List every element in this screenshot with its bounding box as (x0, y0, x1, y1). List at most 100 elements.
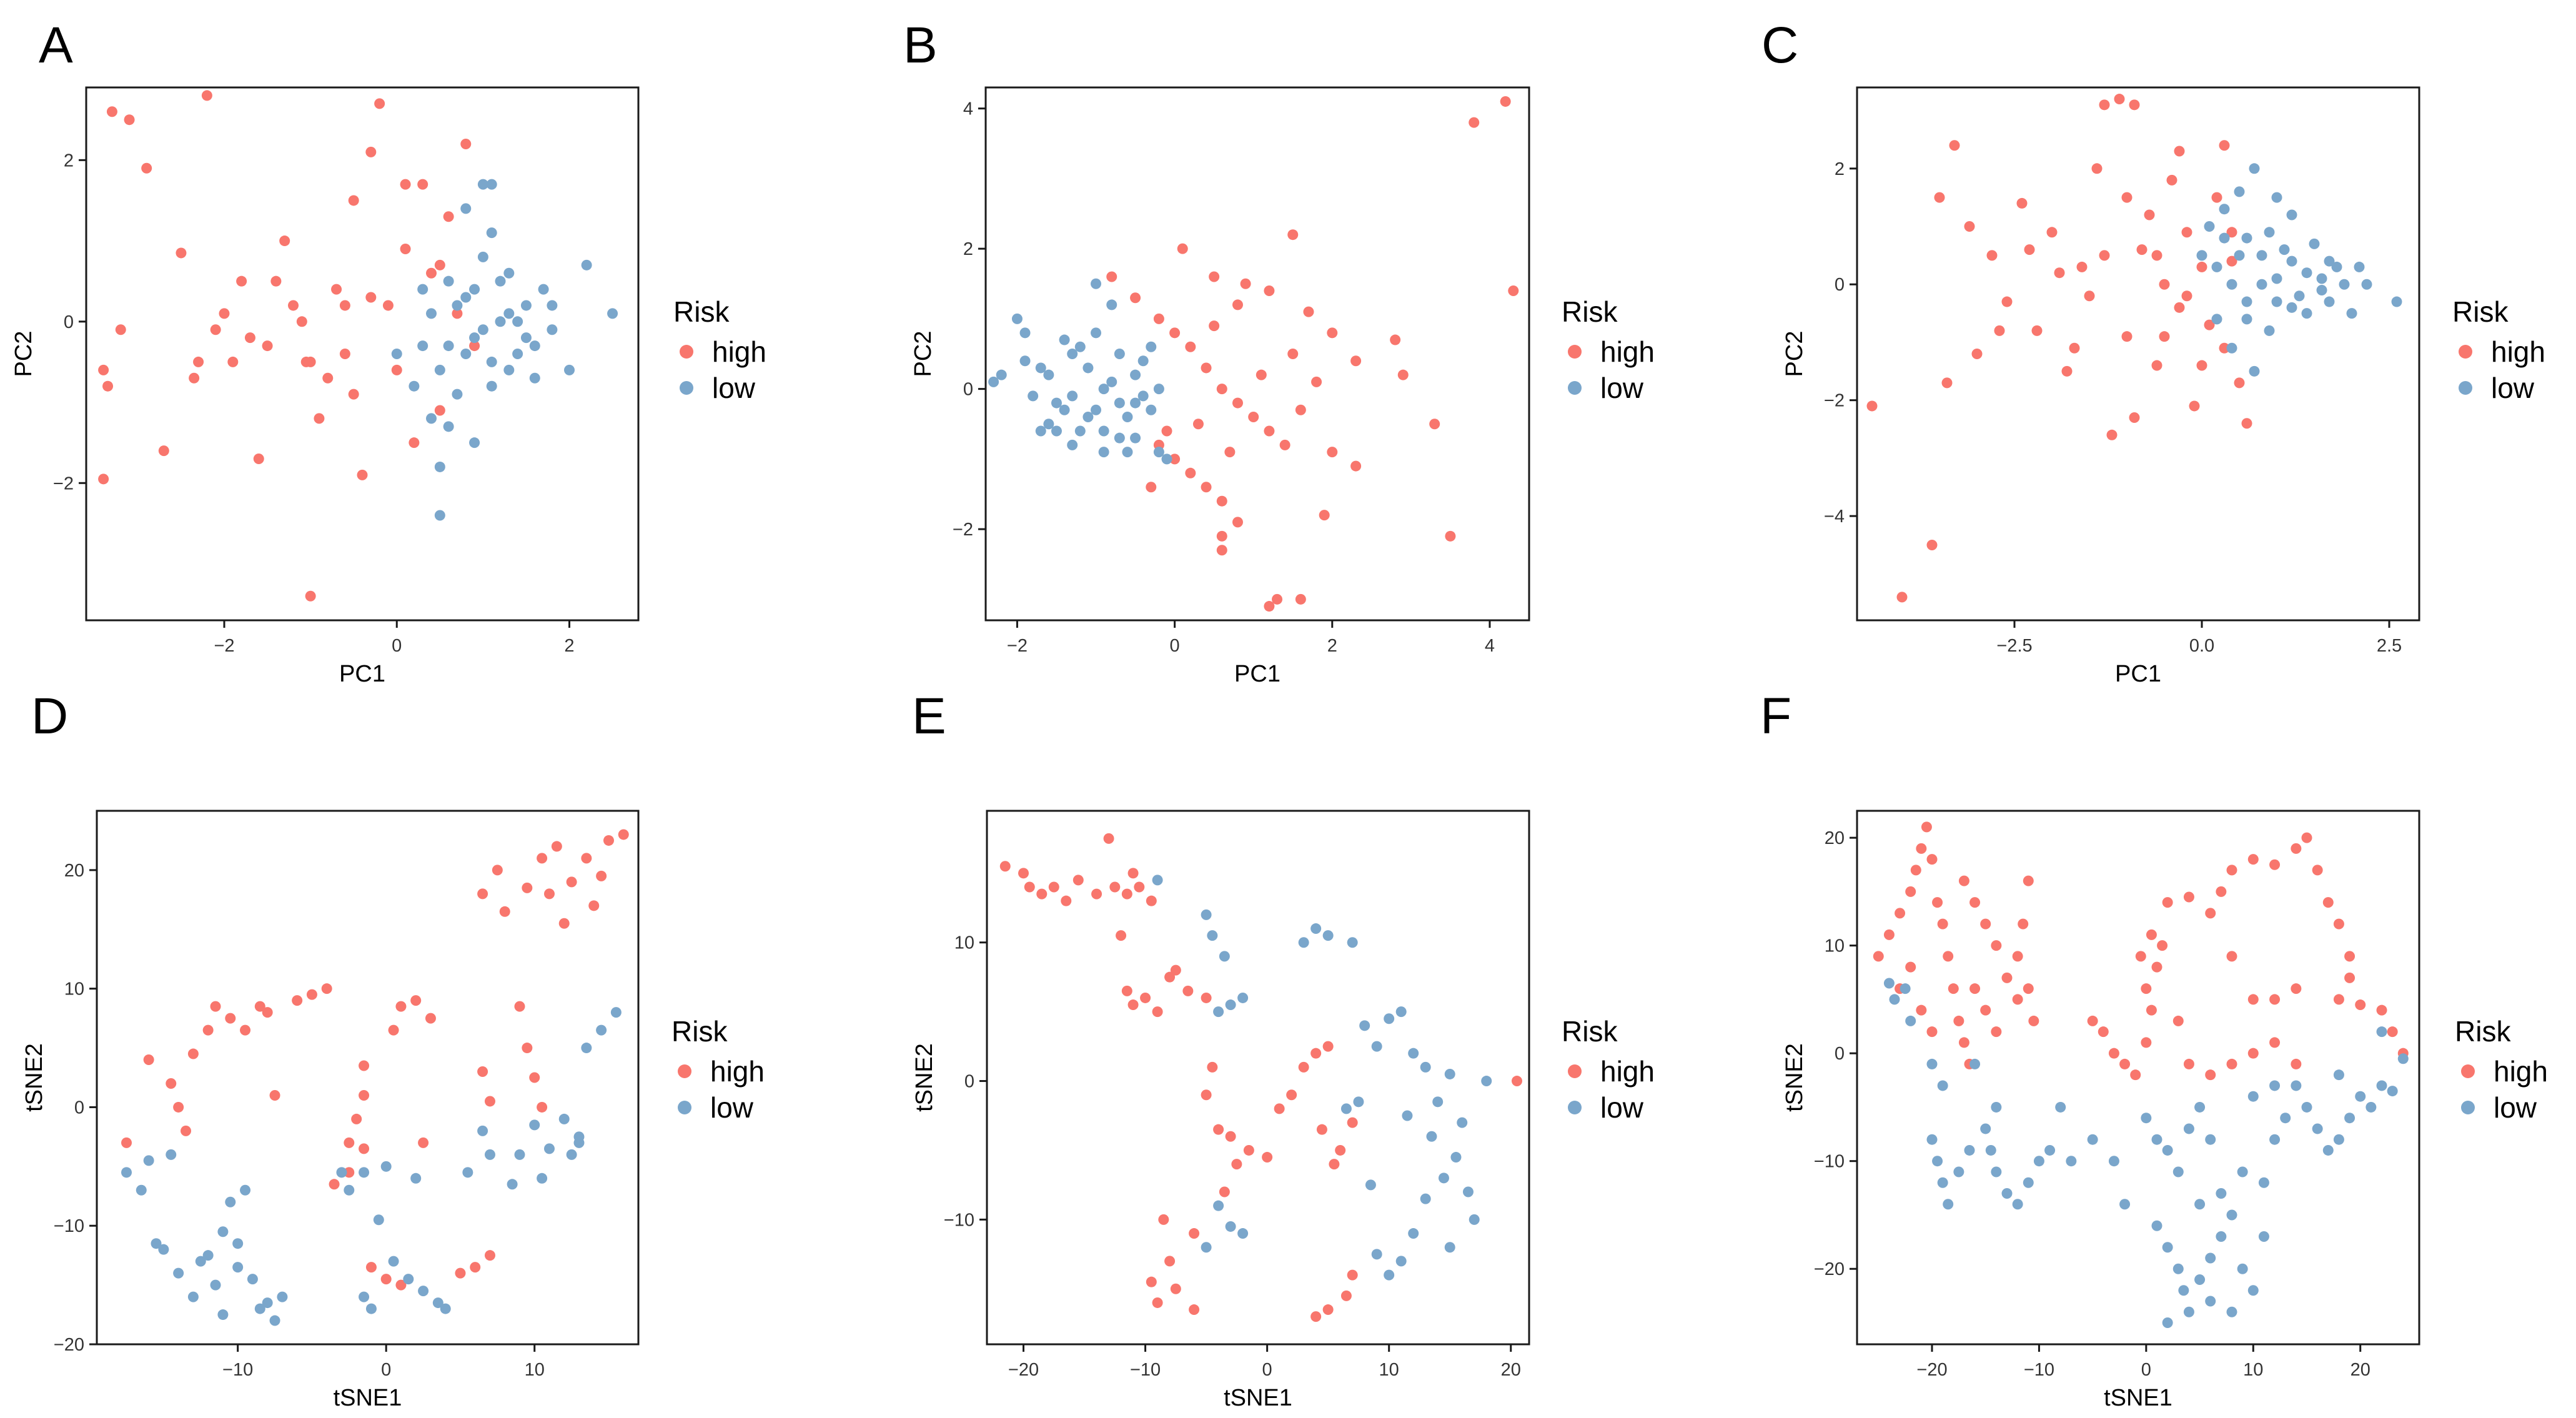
point-low (1481, 1076, 1492, 1087)
point-high (1219, 1186, 1230, 1197)
point-high (434, 405, 445, 416)
point-low (558, 1113, 570, 1124)
point-high (1146, 895, 1157, 906)
point-low (1900, 983, 1911, 994)
point-low (443, 421, 454, 432)
point-low (2346, 308, 2357, 319)
point-high (240, 1024, 251, 1036)
point-high (2166, 174, 2177, 186)
point-high (365, 1262, 377, 1273)
panel-letter-b: B (903, 17, 938, 74)
point-high (2181, 227, 2192, 238)
point-high (365, 292, 377, 303)
legend-item-high: high (1562, 334, 1655, 370)
point-high (443, 211, 454, 222)
point-low (403, 1274, 414, 1285)
point-low (1091, 327, 1102, 339)
point-high (460, 138, 472, 149)
legend-low-marker (2461, 1101, 2475, 1114)
chart-panel-e: −20 −10 0 10 20 −10 0 10 tSNE1 tSNE2 (911, 810, 1530, 1411)
legend-item-low: low (1562, 370, 1655, 406)
point-low (2237, 1166, 2248, 1178)
point-low (2172, 1263, 2184, 1274)
point-low (2234, 186, 2245, 197)
legend-a: Risk high low (673, 295, 766, 406)
point-low (434, 364, 445, 375)
point-high (102, 380, 114, 392)
point-low (581, 1043, 592, 1054)
y-tick-label: 0 (964, 1072, 974, 1092)
point-high (2028, 1015, 2039, 1026)
point-high (365, 146, 377, 157)
point-high (1018, 868, 1029, 879)
legend-item-high: high (2452, 334, 2545, 370)
point-low (2301, 1101, 2312, 1113)
point-high (1216, 384, 1227, 395)
point-low (1091, 404, 1102, 415)
y-axis-label: PC2 (1781, 331, 1808, 377)
point-low (469, 284, 480, 295)
point-low (359, 1167, 370, 1178)
point-low (477, 179, 488, 190)
point-high (400, 179, 411, 190)
point-high (1943, 951, 1954, 962)
legend-high-label: high (1600, 335, 1655, 368)
point-high (1329, 1159, 1340, 1170)
y-axis-label: PC2 (910, 331, 936, 377)
point-low (1225, 1221, 1236, 1232)
point-high (1264, 285, 1275, 296)
point-high (2129, 412, 2140, 423)
point-low (2162, 1144, 2173, 1156)
point-high (434, 259, 445, 270)
point-high (1937, 918, 1948, 930)
point-low (2234, 250, 2245, 261)
point-high (1327, 327, 1338, 339)
point-high (1170, 964, 1181, 976)
point-high (1189, 1304, 1200, 1316)
point-low (469, 332, 480, 344)
point-low (477, 324, 488, 335)
point-high (1295, 404, 1306, 415)
point-low (269, 1315, 280, 1326)
point-high (2219, 140, 2230, 151)
point-low (503, 364, 515, 375)
point-low (1444, 1068, 1455, 1079)
point-high (1298, 1061, 1309, 1073)
point-high (1279, 439, 1290, 450)
point-high (1262, 1152, 1273, 1163)
point-low (1146, 404, 1157, 415)
point-low (2162, 1317, 2173, 1328)
point-low (1953, 1166, 1964, 1178)
point-low (520, 332, 532, 344)
point-high (470, 1262, 481, 1273)
point-high (1091, 888, 1102, 900)
point-high (537, 1101, 548, 1113)
point-high (1201, 482, 1212, 493)
y-tick-label: 0 (74, 1098, 84, 1118)
point-high (1170, 1283, 1181, 1294)
point-low (1137, 390, 1149, 402)
point-low (166, 1149, 177, 1160)
point-low (2219, 232, 2230, 244)
point-high (2001, 296, 2013, 307)
point-low (1059, 404, 1070, 415)
point-high (1264, 601, 1275, 612)
point-high (2189, 400, 2200, 412)
point-high (1926, 854, 1938, 865)
x-tick-label: −10 (2024, 1360, 2054, 1380)
legend-item-low: low (1562, 1089, 1655, 1126)
point-low (2387, 1086, 2398, 1097)
panel-letter-d: D (31, 688, 69, 745)
point-low (2241, 314, 2252, 325)
point-low (1122, 447, 1133, 458)
point-low (434, 461, 445, 472)
point-high (2344, 951, 2356, 962)
point-high (305, 590, 316, 602)
point-high (202, 1024, 214, 1036)
point-low (210, 1279, 221, 1291)
point-low (1469, 1214, 1480, 1225)
point-low (486, 227, 497, 239)
point-high (1224, 447, 1236, 458)
point-high (359, 1143, 370, 1154)
point-low (2241, 232, 2252, 244)
